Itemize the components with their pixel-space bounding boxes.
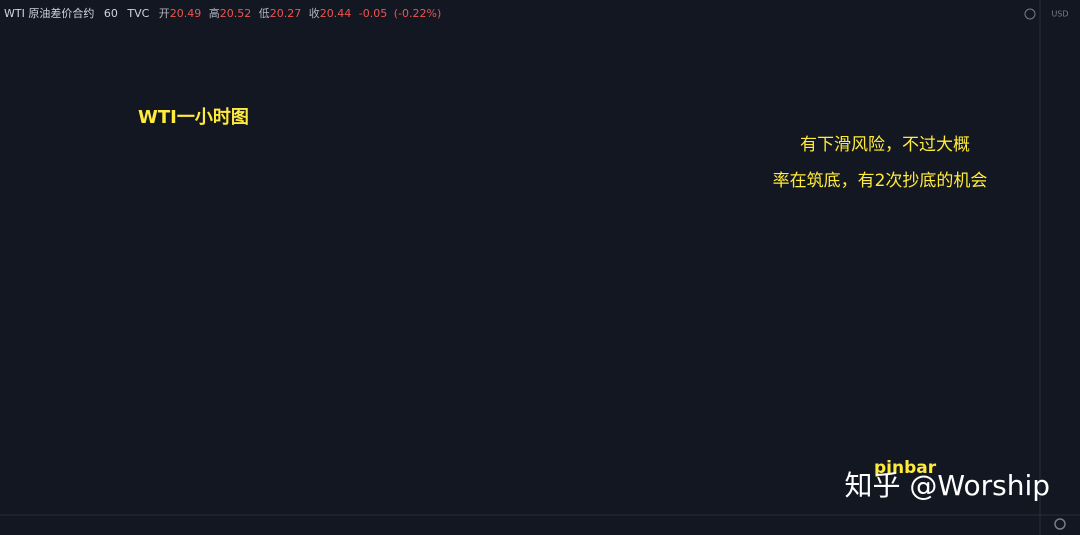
annotation-title: WTI一小时图 (138, 107, 249, 128)
currency: USD (1051, 10, 1068, 19)
annotation-pattern: pinbar (874, 458, 937, 478)
annotation-note: 率在筑底，有2次抄底的机会 (773, 171, 988, 191)
chart-icon[interactable] (1024, 8, 1036, 20)
settings-icon[interactable] (1054, 518, 1066, 530)
close: 20.44 (320, 7, 352, 20)
change-pct: (-0.22%) (394, 7, 442, 20)
high-label: 高 (209, 6, 220, 20)
header: WTI 原油差价合约 60 TVC 开20.49 高20.52 低20.27 收… (4, 6, 441, 20)
open: 20.49 (170, 7, 202, 20)
symbol: WTI 原油差价合约 (4, 6, 94, 20)
high: 20.52 (220, 7, 252, 20)
change: -0.05 (359, 7, 387, 20)
interval: 60 (104, 7, 118, 20)
watermark: 知乎 @Worship (845, 469, 1050, 502)
low: 20.27 (270, 7, 302, 20)
low-label: 低 (259, 7, 270, 20)
annotation-note: 有下滑风险，不过大概 (800, 135, 970, 155)
open-label: 开 (159, 7, 170, 20)
close-label: 收 (309, 6, 320, 20)
source: TVC (126, 7, 149, 20)
